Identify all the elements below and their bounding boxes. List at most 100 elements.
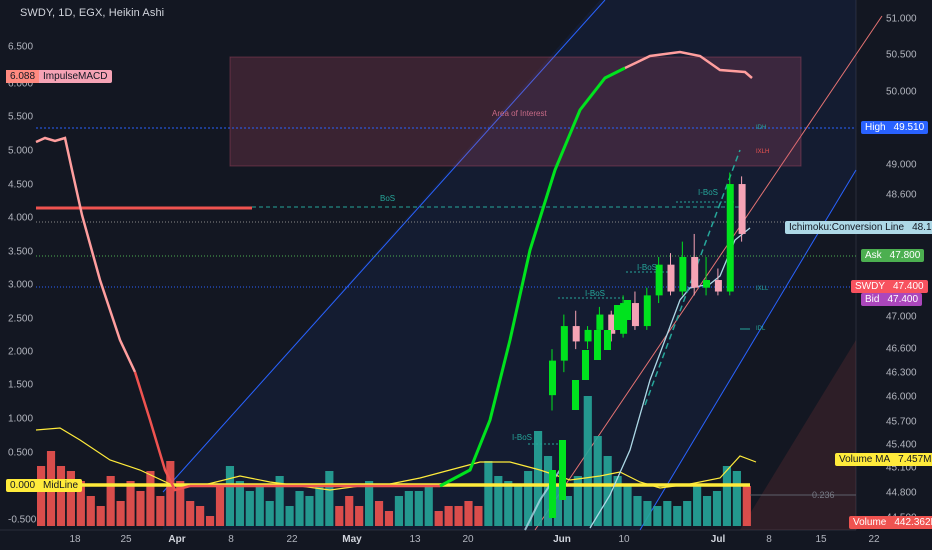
price-axis[interactable]: 51.00050.50050.00049.00048.60048.20047.8… bbox=[856, 0, 932, 550]
ibos-label-3: I-BoS bbox=[637, 263, 658, 272]
volume-bar bbox=[245, 491, 254, 526]
volume-bar bbox=[484, 461, 493, 526]
volume-bar bbox=[702, 496, 712, 526]
candle-body bbox=[624, 300, 631, 320]
volume-bar bbox=[732, 471, 741, 526]
volume-bar bbox=[693, 486, 702, 526]
volume-bar bbox=[176, 481, 185, 526]
ask-name: Ask bbox=[865, 250, 882, 261]
candle-body bbox=[549, 470, 556, 518]
volume-bar bbox=[742, 486, 751, 526]
volume-bar bbox=[653, 506, 662, 526]
indicator-tick-label: 5.000 bbox=[8, 145, 34, 157]
volume-bar bbox=[663, 501, 672, 526]
price-tick-label: 48.600 bbox=[886, 189, 917, 201]
price-tick-label: 45.700 bbox=[886, 416, 917, 428]
indicator-tick-label: 6.000 bbox=[8, 78, 34, 90]
volume-bar bbox=[494, 476, 503, 526]
area-of-interest-box bbox=[229, 56, 802, 167]
volume-bar bbox=[673, 506, 682, 526]
volume-bar bbox=[335, 506, 344, 526]
time-tick-label: 10 bbox=[618, 534, 630, 545]
candle-body bbox=[596, 314, 604, 330]
indicator-tick-label: 1.500 bbox=[8, 379, 34, 391]
impulse-macd-value: 6.088 bbox=[6, 70, 40, 83]
volume-bar bbox=[573, 476, 582, 526]
candle-body bbox=[726, 184, 734, 292]
time-tick-label: 22 bbox=[868, 534, 880, 545]
candle-body bbox=[559, 440, 566, 500]
volume-bar bbox=[633, 496, 642, 526]
ask-value: 47.800 bbox=[889, 250, 921, 261]
midline-name: MidLine bbox=[43, 480, 79, 491]
volume-bar bbox=[524, 471, 533, 526]
price-tick-label: 45.100 bbox=[886, 462, 917, 474]
volume-bar bbox=[285, 506, 294, 526]
volume-bar bbox=[504, 481, 513, 526]
fib-label: 0.236 bbox=[812, 490, 835, 500]
volume-bar bbox=[265, 501, 274, 526]
candle-body bbox=[679, 256, 687, 292]
indicator-tick-label: 3.500 bbox=[8, 246, 34, 258]
time-tick-label: 13 bbox=[409, 534, 421, 545]
high-tag: High 49.510 bbox=[861, 121, 929, 134]
trend-dashed-line bbox=[644, 149, 741, 406]
volume-ma-value: 7.457M bbox=[898, 454, 932, 465]
candle-body bbox=[667, 264, 675, 292]
volume-bar bbox=[37, 466, 46, 526]
candle-body bbox=[572, 326, 580, 342]
volume-bar bbox=[553, 486, 563, 526]
price-tick-label: 45.400 bbox=[886, 439, 917, 451]
volume-bar bbox=[404, 491, 413, 526]
volume-bar bbox=[126, 481, 135, 526]
time-tick-label: 25 bbox=[120, 534, 132, 545]
candle-body bbox=[631, 303, 639, 327]
idl-label: IDL bbox=[756, 326, 766, 332]
ichimoku-tag: Ichimoku:Conversion Line 48.180 bbox=[785, 221, 932, 234]
area-of-interest-label: Area of Interest bbox=[492, 109, 547, 118]
candle-body bbox=[560, 326, 568, 361]
indicator-tick-label: 2.500 bbox=[8, 313, 34, 325]
candle-body bbox=[614, 305, 621, 330]
impulse-macd-falling bbox=[35, 136, 137, 373]
volume-bar bbox=[454, 506, 463, 526]
volume-bar bbox=[86, 496, 95, 526]
volume-bar bbox=[235, 481, 244, 526]
candle-body bbox=[691, 256, 699, 288]
volume-bar bbox=[722, 466, 732, 526]
high-value: 49.510 bbox=[893, 122, 925, 133]
price-tick-label: 46.600 bbox=[886, 343, 917, 355]
ibos-label-1: I-BoS bbox=[512, 433, 533, 442]
ibos-label-4: I-BoS bbox=[698, 188, 719, 197]
symbol-value: 47.400 bbox=[893, 281, 924, 292]
impulse-macd-bottom bbox=[133, 371, 191, 492]
symbol-name: SWDY bbox=[855, 281, 885, 292]
time-tick-label: 8 bbox=[228, 534, 234, 545]
volume-bar bbox=[325, 471, 334, 526]
volume-bar bbox=[474, 506, 483, 526]
volume-bar bbox=[66, 471, 75, 526]
volume-bar bbox=[355, 506, 364, 526]
candle-body bbox=[738, 184, 746, 234]
indicator-axis[interactable]: 6.500 6.000 5.500 5.000 4.500 4.000 3.500 3.000… bbox=[0, 0, 36, 550]
indicator-tick-label: 5.500 bbox=[8, 111, 34, 123]
candle-body bbox=[655, 264, 663, 296]
price-tick-label: 46.300 bbox=[886, 367, 917, 379]
impulse-macd-rising bbox=[439, 66, 626, 488]
volume-bar bbox=[464, 501, 473, 526]
volume-bar bbox=[424, 486, 433, 526]
ibos-label-2: I-BoS bbox=[585, 289, 606, 298]
bid-tag: Bid 47.400 bbox=[861, 293, 923, 306]
indicator-tick-label: 4.500 bbox=[8, 179, 34, 191]
volume-bar bbox=[563, 496, 572, 526]
volume-bar bbox=[434, 511, 443, 526]
price-tick-label: 49.000 bbox=[886, 159, 917, 171]
volume-bar bbox=[683, 501, 692, 526]
ichimoku-name: Ichimoku:Conversion Line bbox=[789, 222, 905, 233]
candle-body bbox=[584, 329, 592, 342]
time-tick-label: 20 bbox=[462, 534, 474, 545]
volume-bar bbox=[166, 461, 175, 526]
time-tick-label: 8 bbox=[766, 534, 772, 545]
volume-tag: Volume 442.362K bbox=[849, 516, 932, 529]
